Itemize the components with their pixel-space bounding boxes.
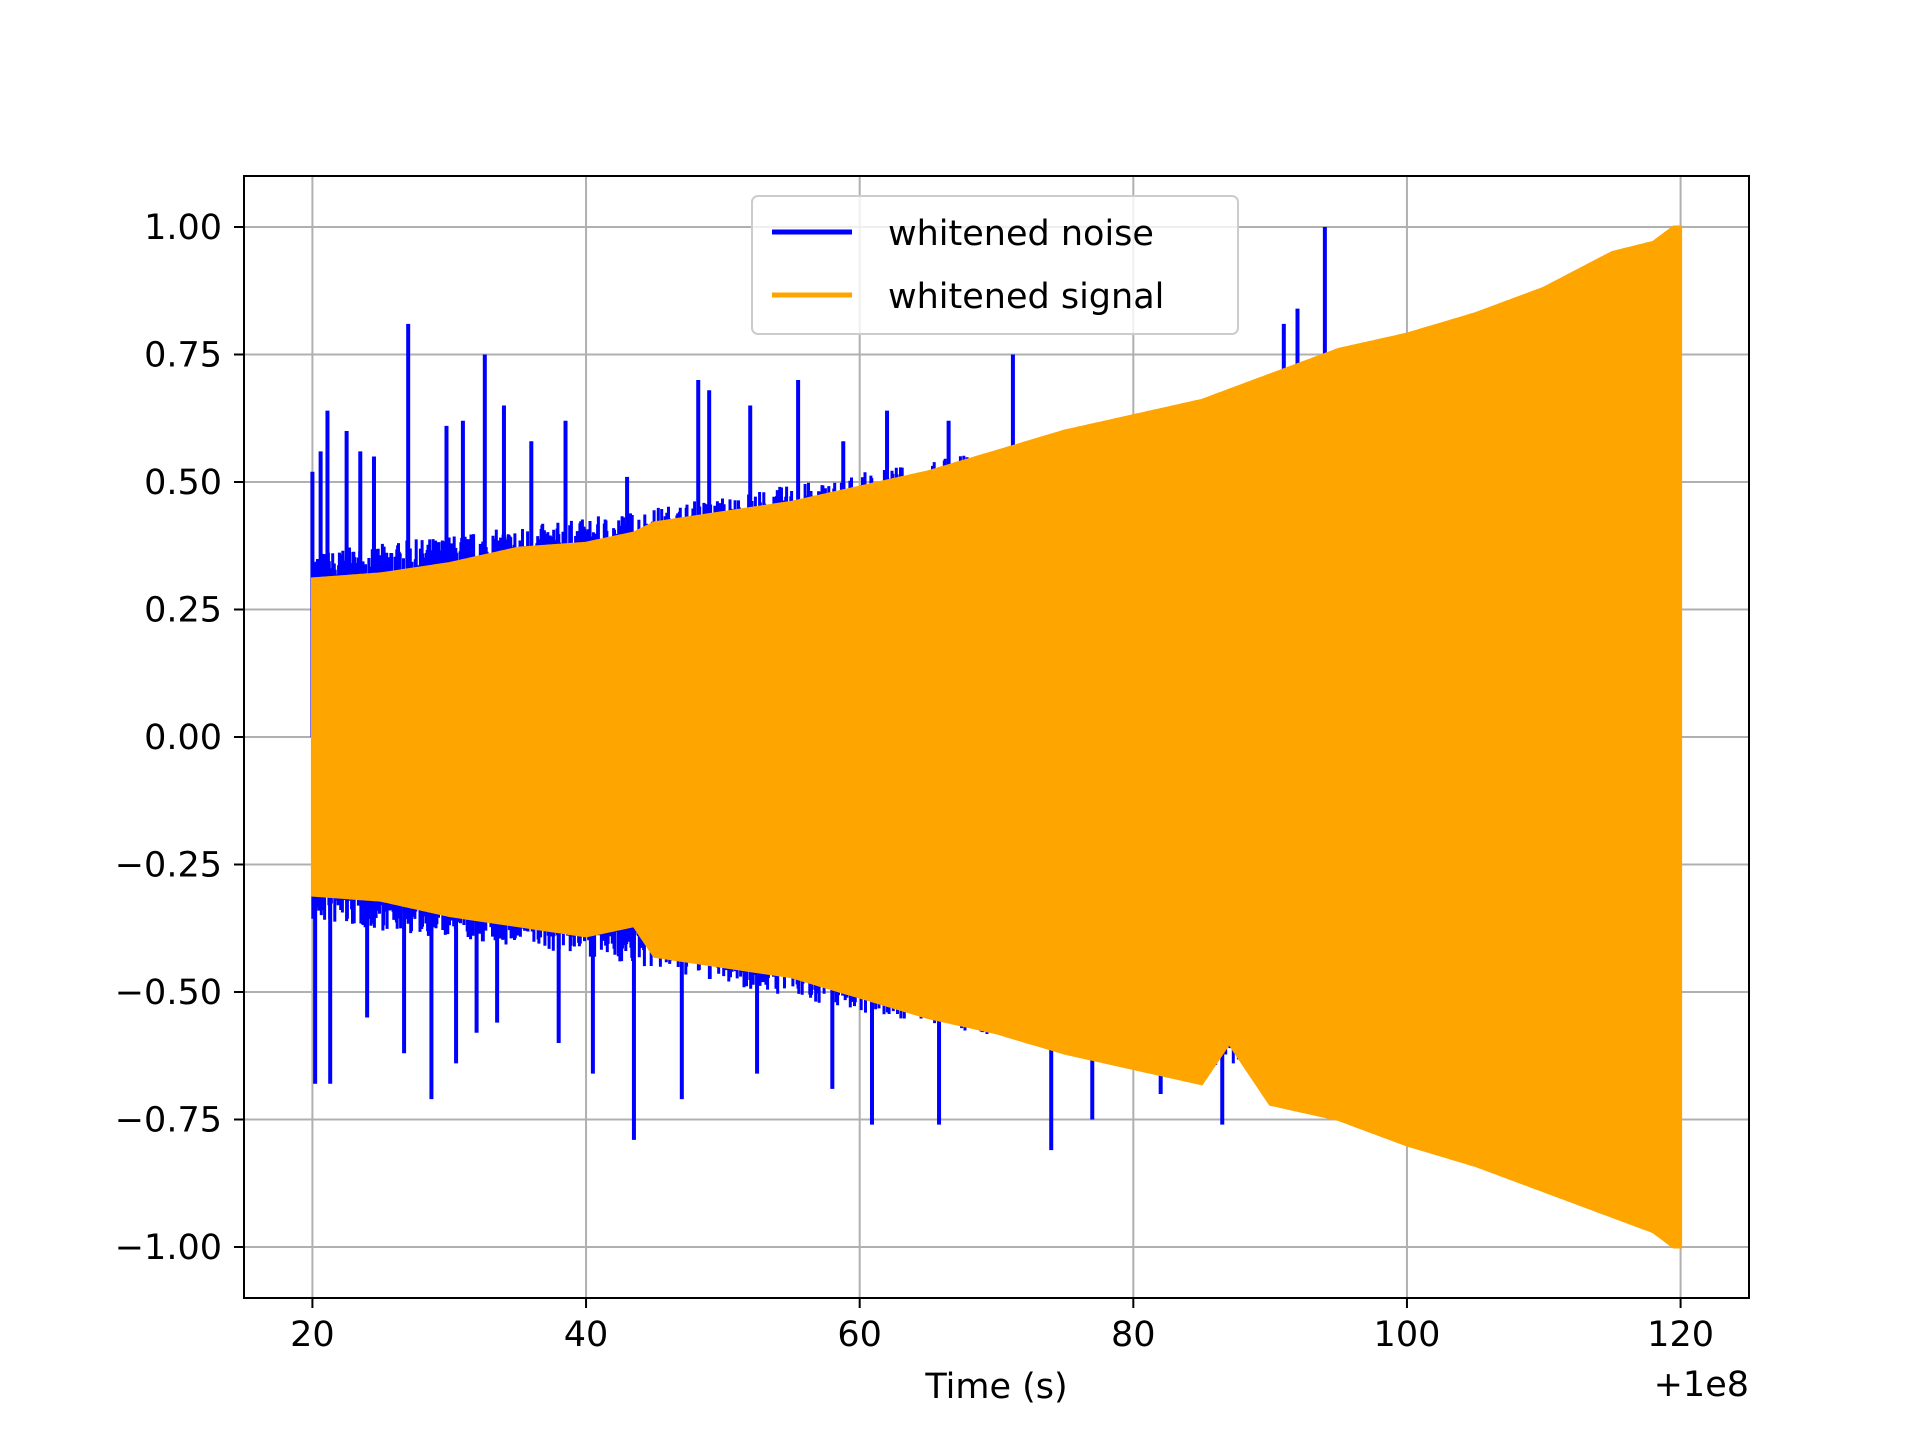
x-axis-label: Time (s) [924,1367,1067,1407]
signal-envelope [310,225,1683,1249]
legend: whitened noise whitened signal [751,195,1239,335]
ticks: 20 40 60 80 100 120 1.00 0.75 0.50 0.25 0.00 −0.25 −… [115,208,1714,1355]
x-axis-offset-label: +1e8 [1654,1365,1749,1405]
y-tick-label: −0.25 [115,846,222,886]
x-tick-label: 60 [837,1315,882,1355]
y-tick-label: −0.75 [115,1101,222,1141]
series-layer [310,225,1683,1249]
x-tick-label: 40 [564,1315,609,1355]
y-tick-label: −0.50 [115,973,222,1013]
y-tick-label: −1.00 [115,1228,222,1268]
x-tick-label: 100 [1374,1315,1441,1355]
legend-box [751,195,1239,335]
legend-label: whitened noise [888,214,1154,254]
series-whitened-signal [310,225,1683,1249]
y-tick-label: 0.75 [144,336,222,376]
y-tick-label: 1.00 [144,208,222,248]
y-tick-label: 0.25 [144,591,222,631]
x-tick-label: 20 [290,1315,335,1355]
x-tick-label: 120 [1647,1315,1714,1355]
y-tick-label: 0.00 [144,718,222,758]
x-tick-label: 80 [1111,1315,1156,1355]
y-tick-label: 0.50 [144,463,222,503]
legend-label: whitened signal [888,277,1164,317]
